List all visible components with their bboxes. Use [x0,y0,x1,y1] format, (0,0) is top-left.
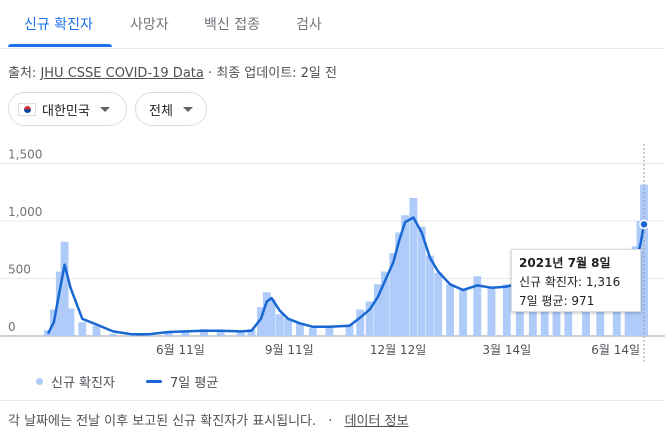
region-dropdown[interactable]: 전체 [135,92,207,126]
footer-text: 각 날짜에는 전날 이후 보고된 신규 확진자가 표시됩니다. [8,414,317,429]
case-bar [181,330,190,336]
tab-bar: 신규 확진자 사망자 백신 접종 검사 [0,0,665,49]
case-bar [459,290,468,336]
legend-line-label: 7일 평균 [170,376,219,391]
y-tick-label: 500 [8,263,31,277]
x-tick-label: 6월 11일 [156,343,205,357]
case-bar [164,331,173,336]
source-line: 출처: JHU CSSE COVID-19 Data · 최종 업데이트: 2일… [8,62,337,81]
case-bar [365,301,374,336]
case-bar [256,307,265,336]
x-tick-label: 12월 12일 [370,343,426,357]
case-bar [434,272,443,336]
case-bar [389,253,398,336]
tab-tests[interactable]: 검사 [296,17,322,33]
legend-bar-label: 신규 확진자 [51,376,115,391]
footer-note: 각 날짜에는 전날 이후 보고된 신규 확진자가 표시됩니다. · 데이터 정보 [0,400,665,429]
active-tab-indicator [8,44,112,47]
dropdown-caret-icon [99,106,110,112]
case-bar [247,329,256,336]
dropdown-caret-icon [182,106,193,112]
korea-flag-icon [18,102,36,116]
legend-7day-average: 7일 평균 [146,372,218,391]
case-bar [262,292,271,336]
case-bar [487,287,496,336]
x-tick-label: 3월 14일 [482,343,531,357]
case-bar [473,276,482,336]
case-bar [502,284,511,336]
case-bar [66,308,75,336]
source-prefix: 출처: [8,66,41,81]
case-bar [267,299,276,336]
case-bar [295,323,304,336]
legend-bar-swatch [36,378,43,385]
legend-line-swatch [146,380,162,383]
y-tick-label: 1,500 [8,148,42,162]
case-bar [325,325,334,336]
case-bar [216,331,225,336]
region-value: 전체 [149,103,173,119]
case-bar [236,332,245,336]
case-bar [55,271,64,336]
case-bar [308,327,317,336]
tooltip-average: 7일 평균: 971 [519,294,595,308]
case-bar [284,318,292,336]
country-dropdown[interactable]: 대한민국 [8,92,127,126]
case-bar [92,325,101,336]
case-bar [381,271,389,336]
case-bar [417,226,426,336]
case-bar [373,284,382,336]
source-link[interactable]: JHU CSSE COVID-19 Data [40,66,204,81]
legend-new-cases: 신규 확진자 [36,372,115,391]
case-bar [60,241,69,336]
chart-tooltip: 2021년 7월 8일 신규 확진자: 1,316 7일 평균: 971 [511,249,641,312]
tooltip-cases: 신규 확진자: 1,316 [519,275,621,289]
footer-separator: · [328,414,333,429]
tab-new-cases[interactable]: 신규 확진자 [24,17,93,33]
country-value: 대한민국 [42,103,90,119]
tooltip-date: 2021년 7월 8일 [519,256,611,270]
x-tick-label: 6월 14일 [591,343,640,357]
case-bar [446,284,454,336]
case-bar [275,314,284,336]
case-bar [78,322,87,336]
tab-vaccinations[interactable]: 백신 접종 [204,17,260,33]
case-bar [409,198,418,336]
tab-deaths[interactable]: 사망자 [130,17,169,33]
case-bar [401,215,410,336]
case-bar [200,329,209,336]
case-bar [356,309,365,336]
hover-point [639,219,649,230]
y-tick-label: 0 [8,320,16,334]
case-bar [109,333,117,336]
x-tick-label: 9월 11일 [265,343,314,357]
case-bar [395,232,404,336]
data-info-link[interactable]: 데이터 정보 [344,414,409,429]
case-bar [426,255,434,336]
case-bar [345,324,354,336]
y-tick-label: 1,000 [8,205,42,219]
last-updated: · 최종 업데이트: 2일 전 [203,66,337,81]
